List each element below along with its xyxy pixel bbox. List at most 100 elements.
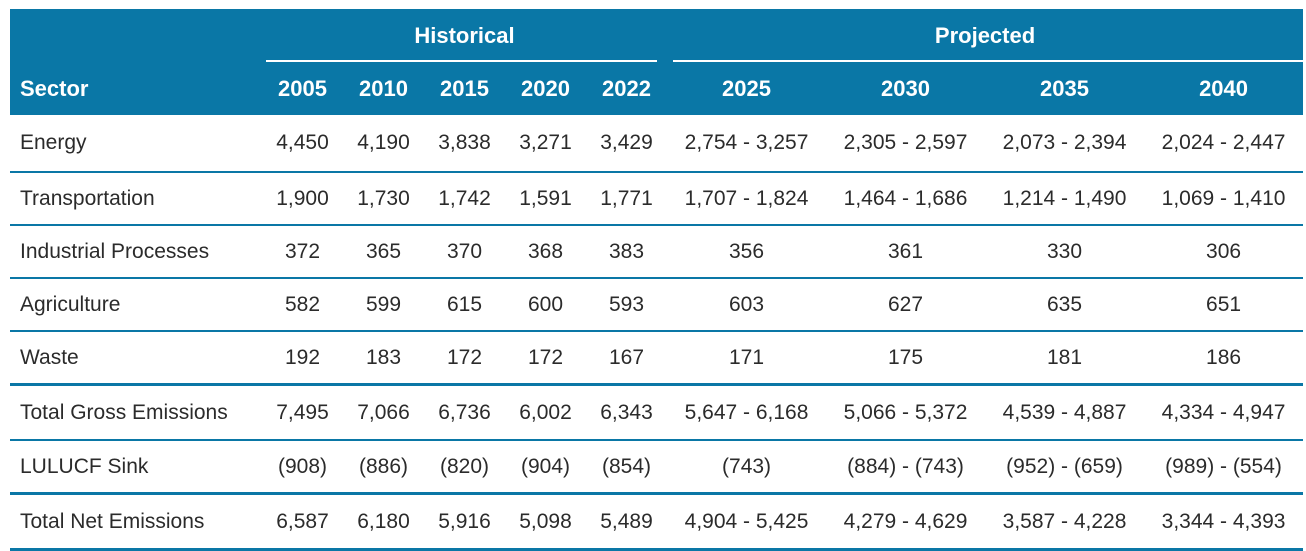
row-label: Transportation [10, 172, 262, 226]
table-cell: (854) [586, 440, 668, 495]
table-cell: (743) [667, 440, 827, 495]
row-label: Total Gross Emissions [10, 384, 262, 441]
table-cell: 5,066 - 5,372 [826, 384, 986, 441]
table-cell: 5,489 [586, 493, 668, 551]
projected-label: Projected [934, 22, 1036, 48]
row-label: Energy [10, 115, 262, 173]
table-cell: 4,539 - 4,887 [985, 384, 1145, 441]
table-cell: 181 [985, 331, 1145, 386]
table-cell: 361 [826, 225, 986, 279]
table-cell: 4,190 [343, 115, 424, 173]
table-row-lulucf: LULUCF Sink (908) (886) (820) (904) (854… [10, 440, 1304, 495]
table-cell: 635 [985, 278, 1145, 332]
projected-underline [673, 60, 1304, 62]
header-year: 2010 [343, 62, 424, 115]
table-cell: (952) - (659) [985, 440, 1145, 495]
table-row: Energy 4,450 4,190 3,838 3,271 3,429 2,7… [10, 115, 1304, 173]
header-year: 2030 [826, 62, 986, 115]
table-cell: 600 [505, 278, 586, 332]
header-year: 2015 [424, 62, 505, 115]
header-year: 2025 [667, 62, 827, 115]
table-cell: 4,904 - 5,425 [667, 493, 827, 551]
emissions-table-container: Historical Projected Sector 2005 2010 20… [10, 9, 1304, 551]
header-year: 2020 [505, 62, 586, 115]
historical-underline [266, 60, 658, 62]
table-cell: 1,591 [505, 172, 586, 226]
table-cell: 651 [1144, 278, 1304, 332]
table-row-total-gross: Total Gross Emissions 7,495 7,066 6,736 … [10, 384, 1304, 441]
header-year: 2022 [586, 62, 668, 115]
table-cell: 593 [586, 278, 668, 332]
table-cell: 603 [667, 278, 827, 332]
table-cell: 7,066 [343, 384, 424, 441]
table-cell: 383 [586, 225, 668, 279]
table-cell: 627 [826, 278, 986, 332]
table-cell: 1,730 [343, 172, 424, 226]
header-year: 2005 [262, 62, 343, 115]
table-cell: 3,271 [505, 115, 586, 173]
table-cell: 167 [586, 331, 668, 386]
table-cell: 4,279 - 4,629 [826, 493, 986, 551]
row-label: Agriculture [10, 278, 262, 332]
row-label: LULUCF Sink [10, 440, 262, 495]
row-label: Total Net Emissions [10, 493, 262, 551]
table-cell: 1,214 - 1,490 [985, 172, 1145, 226]
table-row: Agriculture 582 599 615 600 593 603 627 … [10, 278, 1304, 332]
table-cell: 6,343 [586, 384, 668, 441]
table-cell: 1,771 [586, 172, 668, 226]
table-cell: 175 [826, 331, 986, 386]
table-cell: 7,495 [262, 384, 343, 441]
table-cell: 183 [343, 331, 424, 386]
table-cell: (886) [343, 440, 424, 495]
historical-label: Historical [414, 22, 515, 48]
table-cell: 368 [505, 225, 586, 279]
header-year: 2040 [1144, 62, 1304, 115]
table-cell: 3,838 [424, 115, 505, 173]
table-cell: 6,587 [262, 493, 343, 551]
table-cell: 2,754 - 3,257 [667, 115, 827, 173]
header-empty-cell [10, 9, 262, 62]
table-cell: 356 [667, 225, 827, 279]
table-cell: 1,069 - 1,410 [1144, 172, 1304, 226]
table-cell: 372 [262, 225, 343, 279]
table-row: Industrial Processes 372 365 370 368 383… [10, 225, 1304, 279]
table-cell: 186 [1144, 331, 1304, 386]
table-cell: 3,344 - 4,393 [1144, 493, 1304, 551]
table-cell: 2,305 - 2,597 [826, 115, 986, 173]
table-cell: 1,900 [262, 172, 343, 226]
header-group-row: Historical Projected [10, 9, 1304, 62]
table-cell: 5,647 - 6,168 [667, 384, 827, 441]
table-row: Waste 192 183 172 172 167 171 175 181 18… [10, 331, 1304, 386]
table-cell: (908) [262, 440, 343, 495]
table-cell: 2,073 - 2,394 [985, 115, 1145, 173]
table-row: Transportation 1,900 1,730 1,742 1,591 1… [10, 172, 1304, 226]
table-cell: 330 [985, 225, 1145, 279]
table-cell: 2,024 - 2,447 [1144, 115, 1304, 173]
header-year-row: Sector 2005 2010 2015 2020 2022 2025 203… [10, 62, 1304, 115]
table-cell: (989) - (554) [1144, 440, 1304, 495]
table-cell: 370 [424, 225, 505, 279]
table-cell: (904) [505, 440, 586, 495]
table-cell: 3,429 [586, 115, 668, 173]
table-cell: (884) - (743) [826, 440, 986, 495]
table-cell: 6,736 [424, 384, 505, 441]
table-cell: 306 [1144, 225, 1304, 279]
table-cell: 172 [505, 331, 586, 386]
table-cell: 615 [424, 278, 505, 332]
header-sector: Sector [10, 62, 262, 115]
table-cell: 1,742 [424, 172, 505, 226]
table-cell: 192 [262, 331, 343, 386]
table-cell: 172 [424, 331, 505, 386]
table-cell: 1,707 - 1,824 [667, 172, 827, 226]
emissions-table: Historical Projected Sector 2005 2010 20… [10, 9, 1304, 551]
header-group-historical: Historical [262, 9, 668, 62]
table-cell: 6,002 [505, 384, 586, 441]
row-label: Waste [10, 331, 262, 386]
table-cell: 4,450 [262, 115, 343, 173]
table-cell: (820) [424, 440, 505, 495]
header-group-projected: Projected [667, 9, 1304, 62]
table-cell: 4,334 - 4,947 [1144, 384, 1304, 441]
table-cell: 365 [343, 225, 424, 279]
table-cell: 6,180 [343, 493, 424, 551]
table-cell: 582 [262, 278, 343, 332]
